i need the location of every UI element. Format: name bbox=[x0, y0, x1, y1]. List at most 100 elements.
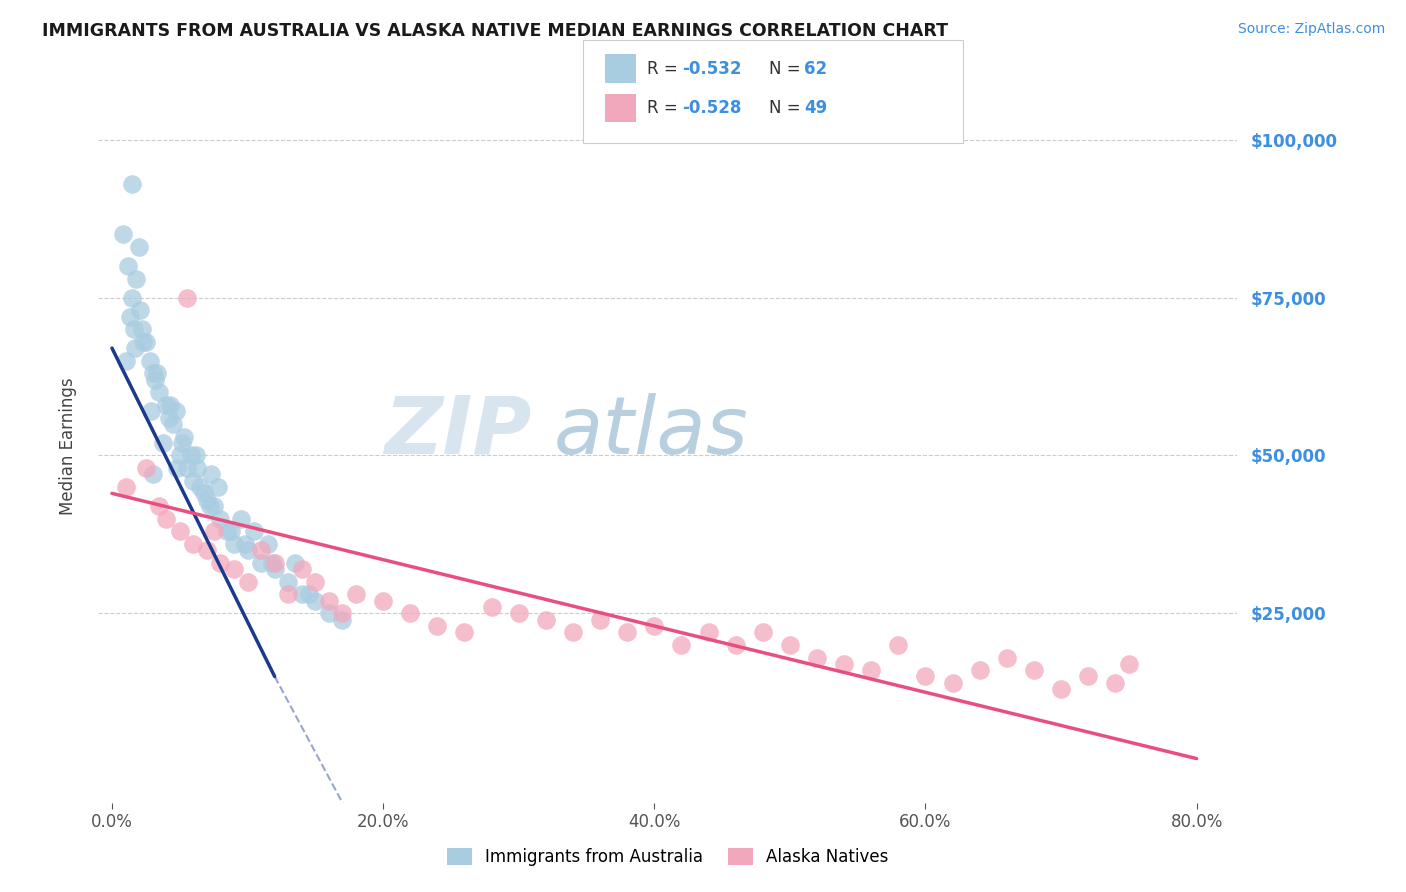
Point bbox=[114, 353, 136, 368]
Point bbox=[562, 625, 585, 640]
Point bbox=[243, 524, 266, 539]
Point bbox=[481, 600, 503, 615]
Point bbox=[942, 675, 965, 690]
Point bbox=[1022, 663, 1045, 677]
Point bbox=[318, 593, 340, 607]
Point bbox=[180, 449, 202, 463]
Point bbox=[176, 291, 198, 305]
Point bbox=[221, 524, 243, 539]
Point bbox=[142, 467, 165, 482]
Point bbox=[166, 461, 188, 475]
Point bbox=[202, 499, 225, 513]
Point bbox=[589, 613, 612, 627]
Point bbox=[453, 625, 475, 640]
Point bbox=[121, 291, 143, 305]
Point bbox=[157, 410, 180, 425]
Text: -0.528: -0.528 bbox=[682, 99, 741, 117]
Point bbox=[111, 227, 134, 242]
Point bbox=[332, 613, 354, 627]
Point bbox=[162, 417, 184, 431]
Point bbox=[152, 435, 174, 450]
Point bbox=[145, 373, 167, 387]
Point bbox=[172, 435, 194, 450]
Point bbox=[297, 587, 319, 601]
Point bbox=[200, 467, 222, 482]
Point bbox=[914, 669, 936, 683]
Point bbox=[184, 449, 207, 463]
Point bbox=[198, 499, 221, 513]
Point bbox=[155, 511, 177, 525]
Point bbox=[145, 367, 167, 381]
Text: N =: N = bbox=[769, 99, 806, 117]
Point bbox=[318, 607, 340, 621]
Point bbox=[155, 398, 177, 412]
Point bbox=[250, 556, 273, 570]
Point bbox=[1104, 675, 1126, 690]
Point bbox=[209, 511, 232, 525]
Point bbox=[129, 303, 152, 318]
Point bbox=[860, 663, 883, 677]
Point bbox=[1077, 669, 1099, 683]
Point bbox=[508, 607, 530, 621]
Point bbox=[209, 556, 232, 570]
Point bbox=[1118, 657, 1140, 671]
Point bbox=[159, 398, 181, 412]
Point bbox=[277, 587, 299, 601]
Point bbox=[263, 562, 285, 576]
Point bbox=[291, 562, 314, 576]
Text: atlas: atlas bbox=[554, 392, 749, 471]
Point bbox=[426, 619, 449, 633]
Point bbox=[117, 259, 139, 273]
Point bbox=[616, 625, 638, 640]
Point bbox=[284, 556, 307, 570]
Point bbox=[176, 461, 198, 475]
Point bbox=[124, 341, 146, 355]
Point bbox=[371, 593, 394, 607]
Point bbox=[263, 556, 285, 570]
Point bbox=[236, 543, 259, 558]
Point bbox=[186, 461, 208, 475]
Point bbox=[806, 650, 828, 665]
Point bbox=[724, 638, 747, 652]
Point bbox=[128, 240, 150, 254]
Point bbox=[222, 537, 245, 551]
Text: 62: 62 bbox=[804, 60, 827, 78]
Point bbox=[193, 486, 215, 500]
Point bbox=[291, 587, 314, 601]
Point bbox=[121, 177, 143, 191]
Point bbox=[257, 537, 280, 551]
Text: IMMIGRANTS FROM AUSTRALIA VS ALASKA NATIVE MEDIAN EARNINGS CORRELATION CHART: IMMIGRANTS FROM AUSTRALIA VS ALASKA NATI… bbox=[42, 22, 948, 40]
Point bbox=[183, 474, 205, 488]
Point bbox=[114, 480, 136, 494]
Point bbox=[304, 593, 326, 607]
Point bbox=[233, 537, 256, 551]
Point bbox=[188, 480, 211, 494]
Point bbox=[135, 461, 157, 475]
Point bbox=[183, 537, 205, 551]
Legend: Immigrants from Australia, Alaska Natives: Immigrants from Australia, Alaska Native… bbox=[440, 841, 896, 873]
Point bbox=[304, 574, 326, 589]
Point bbox=[260, 556, 283, 570]
Text: N =: N = bbox=[769, 60, 806, 78]
Point bbox=[969, 663, 991, 677]
Point bbox=[207, 480, 229, 494]
Point bbox=[277, 574, 299, 589]
Point bbox=[332, 607, 354, 621]
Point bbox=[118, 310, 141, 324]
Point bbox=[135, 334, 157, 349]
Point bbox=[195, 543, 218, 558]
Point bbox=[148, 499, 170, 513]
Point bbox=[165, 404, 187, 418]
Point bbox=[1050, 682, 1073, 697]
Point bbox=[643, 619, 665, 633]
Point bbox=[779, 638, 801, 652]
Point bbox=[995, 650, 1018, 665]
Point bbox=[148, 385, 170, 400]
Point bbox=[222, 562, 245, 576]
Point bbox=[169, 449, 191, 463]
Point bbox=[195, 492, 218, 507]
Point bbox=[122, 322, 145, 336]
Point bbox=[229, 511, 252, 525]
Point bbox=[887, 638, 910, 652]
Point bbox=[125, 271, 148, 285]
